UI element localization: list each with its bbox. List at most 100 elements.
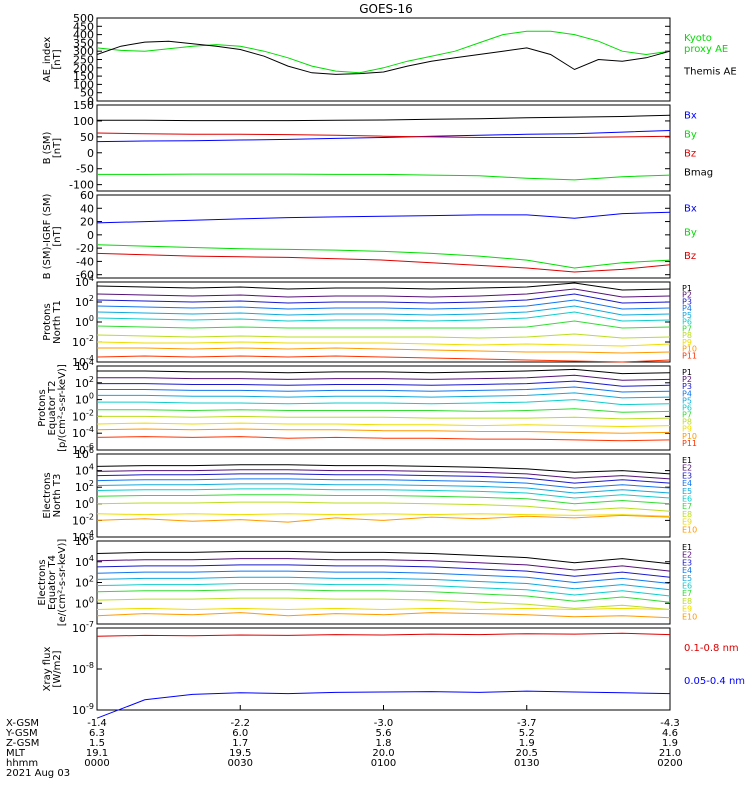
legend-entry: E6 [682, 582, 692, 591]
x-tick-label: 0030 [228, 758, 253, 769]
legend-entry: Bz [684, 251, 696, 262]
series-line-e3 [96, 473, 671, 484]
series-line-bmag [97, 114, 671, 122]
legend-entry: P10 [682, 432, 697, 441]
legend-entry: E2 [682, 464, 692, 473]
legend-entry: P10 [682, 345, 697, 354]
series-line-p7 [97, 408, 671, 413]
x-tick-label: 20.0 [372, 748, 394, 759]
x-tick-label: 1.9 [662, 738, 678, 749]
y-tick-label: 10-9 [72, 702, 94, 717]
legend-entry: P11 [682, 439, 697, 448]
legend-entry: P9 [682, 425, 692, 434]
series-line-p6 [97, 399, 671, 406]
y-axis-label: ProtonsNorth T1 [42, 300, 63, 344]
series-line-p4 [96, 299, 671, 310]
y-tick-label: 500 [73, 12, 94, 25]
legend-entry: 0.1-0.8 nm [684, 643, 739, 654]
series-line-by [96, 244, 671, 269]
legend-entry: E7 [682, 589, 692, 598]
y-tick-label: 100 [73, 78, 94, 91]
legend-entry: Bx [684, 110, 697, 121]
legend-entry: By [684, 129, 697, 140]
legend-entry: P6 [682, 318, 692, 327]
panel-frame [96, 540, 671, 625]
series-line-e3 [96, 564, 671, 578]
y-tick-label: -100 [69, 179, 94, 192]
series-line-e9 [96, 513, 671, 517]
series-line-p8 [96, 333, 671, 339]
legend-entry: P9 [682, 338, 692, 347]
series-line-p11 [96, 436, 671, 442]
panel-frame [96, 17, 671, 102]
y-axis-label: ProtonsEquator T2[p/(cm²-s-sr-keV)] [37, 364, 68, 452]
series-line-e5 [96, 483, 671, 494]
series-line-e6 [96, 488, 671, 499]
legend-entry: E5 [682, 574, 692, 583]
x-tick-label: 1.5 [89, 738, 105, 749]
series-line-p1 [96, 282, 671, 291]
x-row-label: hhmm [6, 758, 38, 769]
legend-entry: Bz [684, 149, 696, 160]
legend-entry: E7 [682, 502, 692, 511]
y-axis-label: B (SM)[nT] [42, 131, 63, 164]
y-tick-label: -20 [76, 242, 94, 255]
y-tick-label: 0 [87, 229, 94, 242]
y-tick-label: 10-4 [72, 425, 94, 440]
x-axis-table: X-GSM -1.4 -2.2 -3.0 -3.7 -4.3 Y-GSM 6.3 6.0 5.6 5… [5, 705, 683, 779]
x-tick-label: 19.5 [229, 748, 251, 759]
series-line-e1 [96, 464, 671, 475]
series-line-by [97, 173, 671, 181]
legend-entry: proxy AE [684, 44, 728, 55]
legend-entry: P11 [682, 351, 697, 360]
x-tick-label: -2.2 [230, 718, 250, 729]
legend-entry: P3 [682, 382, 692, 391]
legend-entry: E9 [682, 518, 692, 527]
y-tick-label: 150 [73, 99, 94, 112]
series-line-p11 [96, 355, 671, 363]
y-tick-label: 350 [73, 37, 94, 50]
series-line-p10 [96, 428, 671, 434]
y-tick-label: 102 [75, 375, 94, 390]
legend-entry: P1 [682, 284, 692, 293]
x-row-label: Z-GSM [6, 738, 39, 749]
series-line-e4 [96, 570, 671, 584]
panel-frame [96, 453, 671, 538]
series-line-e7 [96, 589, 671, 603]
series-line-p8 [97, 415, 671, 420]
y-axis-label: ElectronsEquator T4[e/(cm²-s-sr-keV)] [37, 539, 68, 627]
plot-title: GOES-16 [359, 2, 413, 16]
legend-entry: E1 [682, 543, 692, 552]
x-tick-label: 5.2 [519, 728, 535, 739]
panel-frame [96, 365, 671, 451]
panel-bsm: -100 -50 0 50 100 150 B (SM)[nT] Bx By Bz Bmag [42, 99, 713, 192]
legend-entry: Themis AE [683, 66, 737, 77]
legend-entry: By [684, 227, 697, 238]
y-axis-label: B (SM)-IGRF (SM)[nT] [42, 194, 63, 280]
legend-entry: P6 [682, 403, 692, 412]
legend-entry: P1 [682, 368, 692, 377]
x-tick-label: -4.3 [660, 718, 680, 729]
y-tick-label: 40 [80, 202, 94, 215]
y-tick-label: 104 [75, 463, 94, 478]
y-tick-label: 50 [80, 131, 94, 144]
y-tick-label: 0 [87, 95, 94, 108]
y-tick-label: 102 [75, 479, 94, 494]
y-tick-label: 104 [75, 554, 94, 569]
series-line-bz [96, 132, 671, 138]
legend-entry: E1 [682, 456, 692, 465]
x-tick-label: -3.7 [517, 718, 537, 729]
x-row-label: X-GSM [6, 718, 39, 729]
series-line-p4 [97, 386, 671, 393]
series-line-e7 [96, 494, 671, 505]
x-row-label: MLT [6, 748, 26, 759]
series-line-p5 [96, 305, 671, 316]
legend-entry: Kyoto [684, 33, 712, 44]
x-tick-label: 1.8 [376, 738, 392, 749]
series-line-e2 [96, 558, 671, 572]
legend-entry: P7 [682, 324, 692, 333]
y-tick-label: 104 [75, 358, 94, 373]
